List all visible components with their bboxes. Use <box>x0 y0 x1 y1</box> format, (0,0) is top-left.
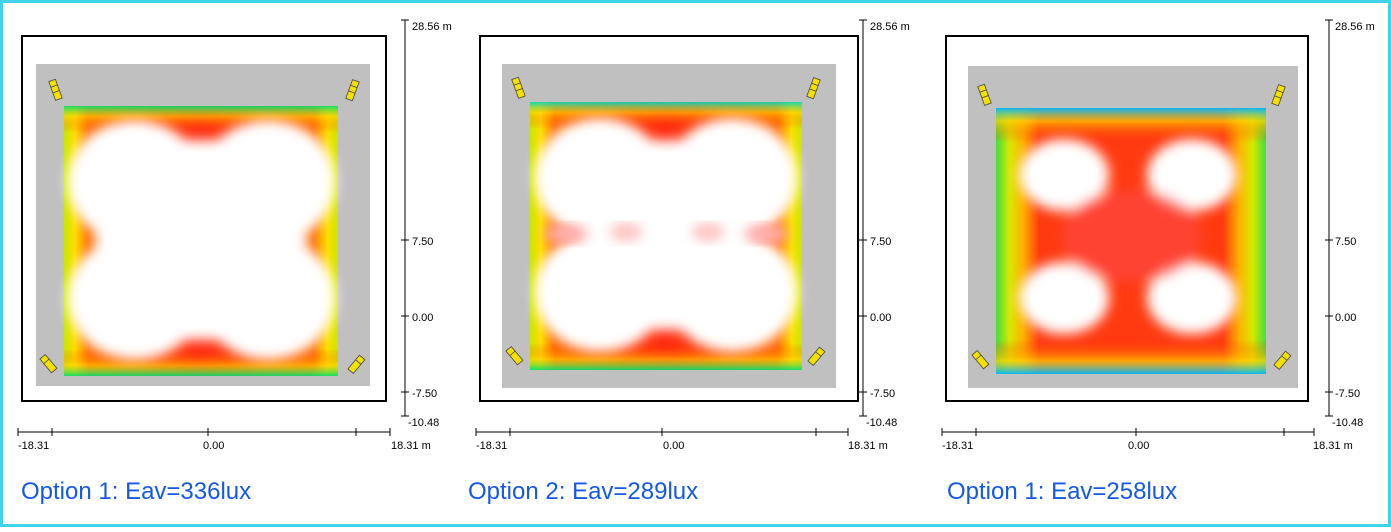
vertical-scale <box>401 19 409 417</box>
horizontal-scale <box>475 428 849 436</box>
illuminance-heatmap <box>996 108 1266 374</box>
floodlight-icon-tr <box>345 79 360 102</box>
option-caption-2: Option 2: Eav=289lux <box>468 478 699 505</box>
y-tick-zero: 0.00 <box>1335 312 1356 324</box>
illuminance-heatmap <box>64 106 338 376</box>
y-tick-zero: 0.00 <box>870 312 891 324</box>
x-tick-right: 18.31 m <box>848 440 888 452</box>
y-tick-top: 28.56 m <box>870 21 910 33</box>
x-tick-left: -18.31 <box>18 440 49 452</box>
y-tick-bottom: -10.48 <box>408 417 439 429</box>
x-tick-mid: 0.00 <box>1128 440 1149 452</box>
y-tick-top: 28.56 m <box>412 21 452 33</box>
x-tick-right: 18.31 m <box>1313 440 1353 452</box>
y-tick-bottom: -10.48 <box>1332 417 1363 429</box>
x-tick-mid: 0.00 <box>203 440 224 452</box>
y-tick-neg: -7.50 <box>412 388 437 400</box>
x-tick-left: -18.31 <box>942 440 973 452</box>
option-caption-3: Option 1: Eav=258lux <box>947 478 1178 505</box>
isolux-diagram-1: 28.56 m 7.50 0.00 -7.50 -10.48 -18.31 0.… <box>17 19 452 452</box>
illuminance-heatmap <box>530 102 802 370</box>
y-tick-mid: 7.50 <box>870 236 891 248</box>
floodlight-icon-tr <box>806 77 821 100</box>
floodlight-icon-tl <box>977 83 992 106</box>
floodlight-icon-tl <box>511 76 526 99</box>
floodlight-icon-tl <box>48 78 63 101</box>
horizontal-scale <box>17 428 391 436</box>
floodlight-icon-bl <box>971 349 990 370</box>
y-tick-bottom: -10.48 <box>866 417 897 429</box>
floodlight-icon-tr <box>1271 84 1286 107</box>
floodlight-icon-br <box>807 346 826 367</box>
y-tick-top: 28.56 m <box>1335 21 1375 33</box>
vertical-scale <box>1325 19 1333 417</box>
floodlight-icon-br <box>1273 350 1292 371</box>
isolux-diagram-2: 28.56 m 7.50 0.00 -7.50 -10.48 -18.31 0.… <box>475 19 910 452</box>
floodlight-icon-bl <box>505 345 524 366</box>
y-tick-neg: -7.50 <box>1335 388 1360 400</box>
floodlight-icon-br <box>347 354 366 375</box>
y-tick-mid: 7.50 <box>412 236 433 248</box>
lighting-panel-3: 28.56 m 7.50 0.00 -7.50 -10.48 -18.31 0.… <box>924 0 1384 527</box>
horizontal-scale <box>941 428 1315 436</box>
option-caption-1: Option 1: Eav=336lux <box>21 478 252 505</box>
y-tick-mid: 7.50 <box>1335 236 1356 248</box>
x-tick-right: 18.31 m <box>391 440 431 452</box>
lighting-panel-2: 28.56 m 7.50 0.00 -7.50 -10.48 -18.31 0.… <box>458 0 918 527</box>
y-tick-neg: -7.50 <box>870 388 895 400</box>
x-tick-left: -18.31 <box>476 440 507 452</box>
isolux-diagram-3: 28.56 m 7.50 0.00 -7.50 -10.48 -18.31 0.… <box>941 19 1375 452</box>
lighting-panel-1: 28.56 m 7.50 0.00 -7.50 -10.48 -18.31 0.… <box>0 0 460 527</box>
floodlight-icon-bl <box>39 353 58 374</box>
x-tick-mid: 0.00 <box>663 440 684 452</box>
vertical-scale <box>859 19 867 417</box>
y-tick-zero: 0.00 <box>412 312 433 324</box>
